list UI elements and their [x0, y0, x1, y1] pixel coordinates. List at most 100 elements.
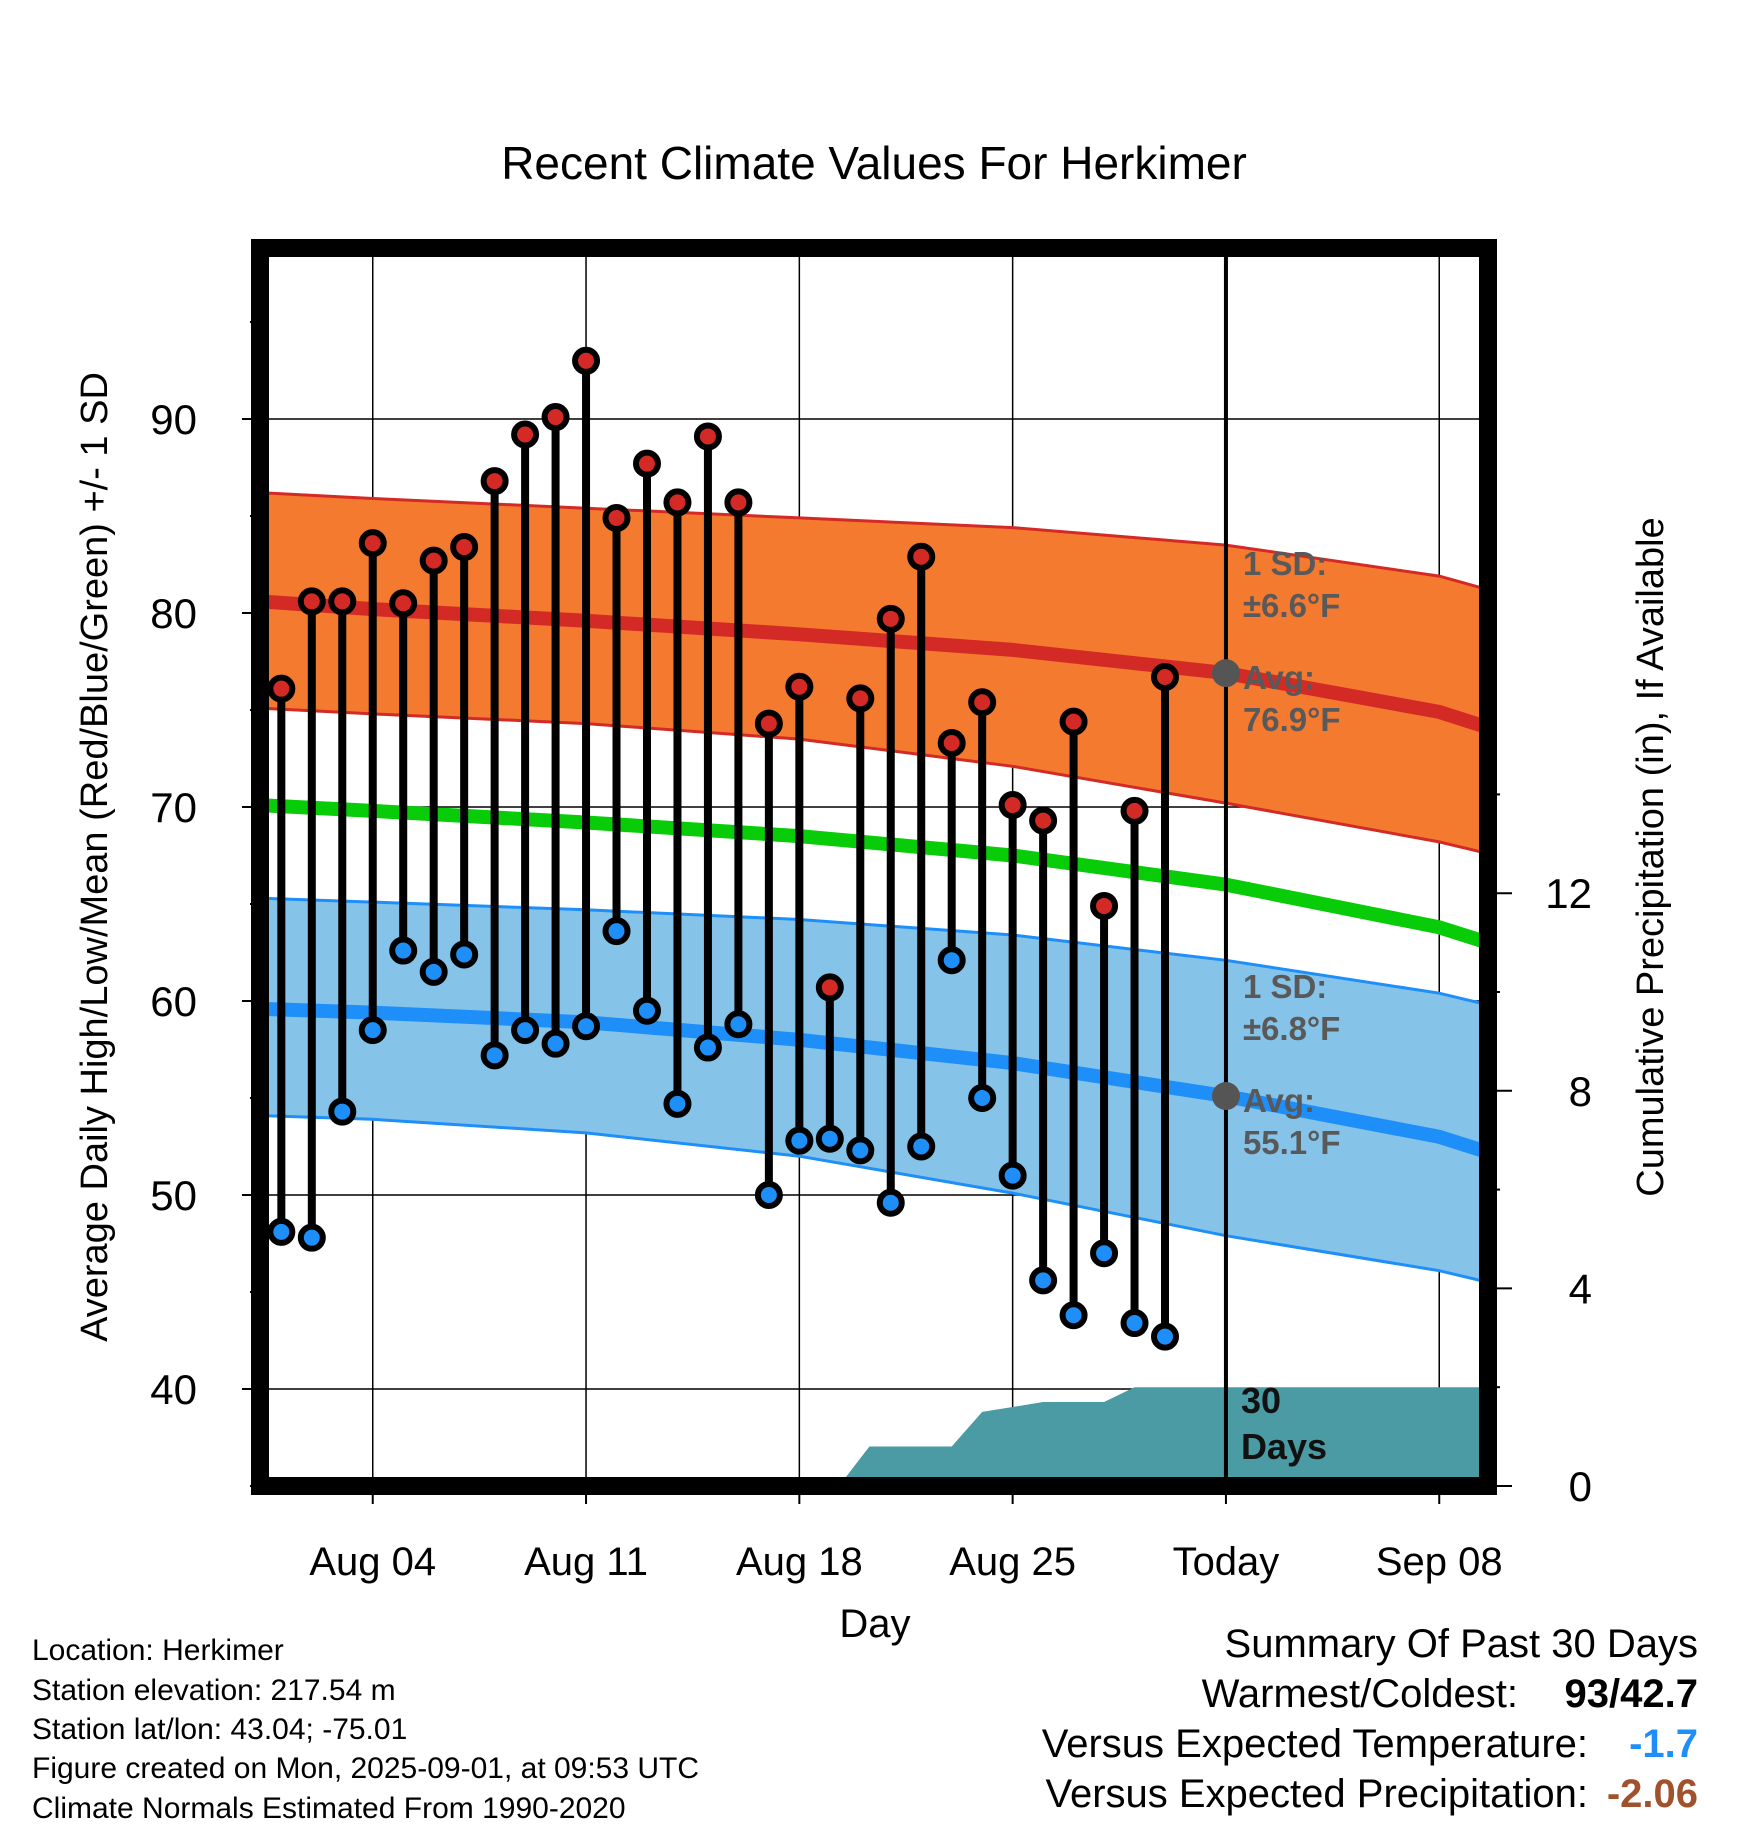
- y2-tick-label: 12: [1545, 870, 1592, 917]
- high-sd-band: [262, 492, 1484, 853]
- high-point: [663, 488, 692, 517]
- low-point: [297, 1223, 326, 1252]
- low-point: [328, 1097, 357, 1126]
- high-sd-label: 1 SD:: [1243, 545, 1327, 582]
- x-tick-label: Today: [1173, 1540, 1280, 1584]
- y-tick-label: 50: [150, 1172, 197, 1219]
- high-point: [815, 973, 844, 1002]
- low-point: [450, 940, 479, 969]
- high-point: [297, 587, 326, 616]
- x-tick-label: Aug 18: [736, 1540, 863, 1584]
- info-latlon: Station lat/lon: 43.04; -75.01: [32, 1713, 408, 1746]
- high-point: [572, 346, 601, 375]
- low-point: [998, 1161, 1027, 1190]
- low-point: [511, 1016, 540, 1045]
- summary-warmest: 93: [1564, 1672, 1610, 1716]
- high-point: [632, 449, 661, 478]
- low-point: [1151, 1322, 1180, 1351]
- normal-mean-line: [262, 798, 1484, 949]
- low-point: [663, 1089, 692, 1118]
- high-point: [785, 672, 814, 701]
- high-point: [937, 728, 966, 757]
- x-tick-label: Sep 08: [1376, 1540, 1503, 1584]
- low-point: [937, 946, 966, 975]
- low-point: [968, 1084, 997, 1112]
- low-point: [480, 1041, 509, 1070]
- low-point: [1029, 1266, 1058, 1295]
- low-point: [815, 1124, 844, 1153]
- low-point: [358, 1016, 387, 1045]
- info-created: Figure created on Mon, 2025-09-01, at 09…: [32, 1752, 700, 1785]
- low-point: [1120, 1309, 1149, 1338]
- y2-tick-label: 0: [1569, 1463, 1592, 1510]
- info-elevation: Station elevation: 217.54 m: [32, 1674, 396, 1707]
- high-point: [480, 467, 509, 496]
- high-point: [450, 533, 479, 562]
- high-point: [968, 688, 997, 717]
- plot-frame: [251, 239, 1497, 1495]
- low-point: [267, 1217, 296, 1246]
- low-sd-label: 1 SD:: [1243, 968, 1327, 1005]
- high-point: [541, 403, 570, 432]
- low-sd-value: ±6.8°F: [1243, 1010, 1340, 1047]
- low-sd-band: [262, 898, 1484, 1282]
- low-point: [572, 1012, 601, 1041]
- high-point: [876, 604, 905, 633]
- days-count-number: 30: [1241, 1380, 1281, 1421]
- high-point: [907, 542, 936, 571]
- x-axis-label: Day: [839, 1602, 910, 1646]
- high-point: [419, 546, 448, 575]
- chart-title: Recent Climate Values For Herkimer: [501, 137, 1247, 189]
- low-point: [785, 1126, 814, 1155]
- y2-axis-label: Cumulative Precipitation (in), If Availa…: [1630, 517, 1672, 1196]
- today-high-marker: [1211, 659, 1240, 688]
- precipitation-area: [845, 1387, 1484, 1478]
- high-sd-upper-edge: [262, 491, 1484, 591]
- low-point: [876, 1188, 905, 1217]
- low-sd-upper-edge: [262, 896, 1484, 1006]
- high-point: [1090, 891, 1119, 920]
- low-point: [602, 917, 631, 946]
- high-avg-value: 76.9°F: [1243, 701, 1341, 738]
- y-tick-label: 90: [150, 396, 197, 443]
- high-point: [1059, 707, 1088, 736]
- high-point: [328, 587, 357, 616]
- x-tick-label: Aug 11: [524, 1540, 648, 1584]
- x-tick-label: Aug 04: [309, 1540, 436, 1584]
- summary-warmest-coldest-value: 93/42.7: [1565, 1672, 1698, 1717]
- summary-coldest: 42.7: [1620, 1672, 1698, 1716]
- y-tick-label: 40: [150, 1366, 197, 1413]
- summary-warmest-coldest-label: Warmest/Coldest:: [1201, 1672, 1518, 1716]
- y-tick-label: 60: [150, 978, 197, 1025]
- low-sd-lower-edge: [262, 1114, 1484, 1283]
- high-avg-label: Avg:: [1243, 659, 1315, 696]
- precipitation-area-fill: [845, 1387, 1484, 1478]
- low-point: [1059, 1301, 1088, 1330]
- summary-temp-label: Versus Expected Temperature:: [1041, 1722, 1588, 1766]
- grid-lines: [260, 248, 1488, 1486]
- low-point: [1090, 1239, 1119, 1268]
- low-point: [693, 1033, 722, 1062]
- info-location: Location: Herkimer: [32, 1634, 284, 1667]
- low-point: [541, 1029, 570, 1058]
- high-sd-value: ±6.6°F: [1243, 587, 1340, 624]
- info-normals: Climate Normals Estimated From 1990-2020: [32, 1792, 626, 1825]
- daily-points: [267, 346, 1240, 1351]
- low-point: [632, 996, 661, 1025]
- summary-temp-value: -1.7: [1629, 1722, 1698, 1766]
- low-avg-value: 55.1°F: [1243, 1124, 1341, 1161]
- low-point: [724, 1010, 753, 1039]
- x-tick-label: Aug 25: [949, 1540, 1076, 1584]
- high-point: [846, 684, 875, 713]
- low-avg-label: Avg:: [1243, 1082, 1315, 1119]
- chart-annotations: 1 SD: ±6.6°F Avg: 76.9°F 1 SD: ±6.8°F Avg: 55.1…: [1241, 545, 1341, 1467]
- normal-low-line: [262, 1001, 1484, 1159]
- summary-title: Summary Of Past 30 Days: [1224, 1622, 1698, 1666]
- y2-tick-label: 4: [1569, 1265, 1592, 1312]
- high-point: [1029, 806, 1058, 835]
- high-sd-lower-edge: [262, 706, 1484, 855]
- summary-precip-label: Versus Expected Precipitation:: [1045, 1772, 1588, 1816]
- low-point: [754, 1181, 783, 1209]
- daily-range-stems: [277, 360, 1170, 1337]
